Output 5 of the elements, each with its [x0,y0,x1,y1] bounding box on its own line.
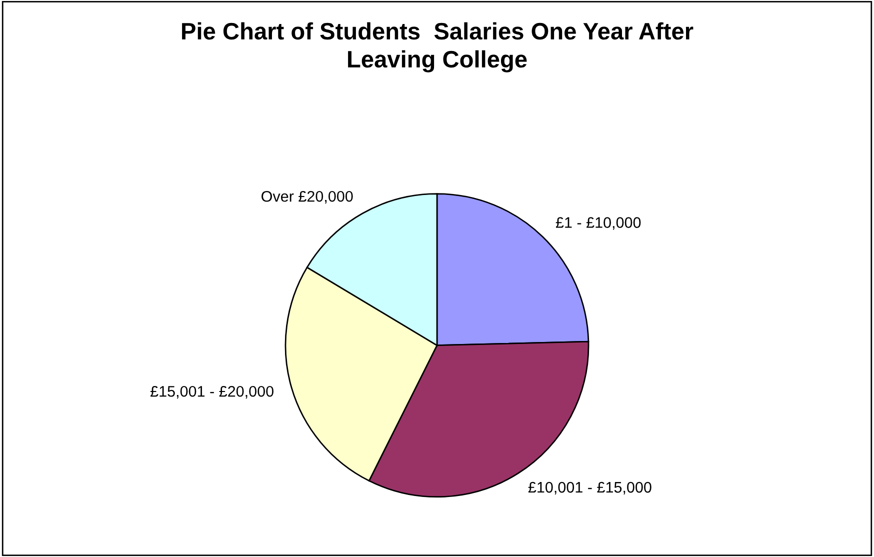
slice-label: Over £20,000 [262,190,353,204]
slice-label: £15,001 - £20,000 [150,386,274,399]
slice-label: £1 - £10,000 [556,217,641,230]
slice-label: £10,001 - £15,000 [528,482,652,495]
chart-title: Pie Chart of Students Salaries One Year After Leaving College [182,22,694,72]
